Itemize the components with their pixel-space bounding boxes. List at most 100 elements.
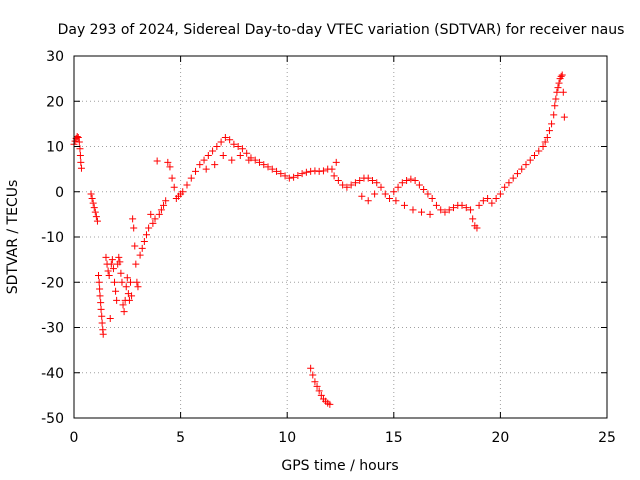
data-point [115,253,123,261]
data-point [109,265,117,273]
data-point [437,206,445,214]
data-point [539,143,547,150]
data-point [87,190,95,198]
data-point [526,156,534,164]
data-point [95,278,103,286]
data-point [386,195,394,203]
data-point [424,190,432,198]
data-point [95,271,103,279]
data-point [97,299,105,307]
data-point [394,183,402,191]
data-point [98,319,106,327]
data-point [479,197,487,205]
data-point [492,195,500,203]
data-point [441,208,449,216]
data-point [99,330,107,338]
data-point [469,215,477,223]
y-tick-label: 20 [46,94,64,110]
data-point [268,165,276,173]
data-point [557,72,565,80]
data-point [260,161,268,169]
data-point [145,224,153,232]
data-point [170,183,178,191]
data-point [358,192,366,200]
data-point [122,283,130,291]
data-point [107,260,115,268]
data-point [400,201,408,209]
data-point [77,164,85,172]
data-point [330,172,338,180]
y-tick-label: 0 [55,185,64,201]
data-point [403,176,411,184]
data-point [555,79,563,87]
grid [74,56,607,418]
data-point [155,210,163,218]
y-tick-label: -50 [41,411,64,427]
data-point [179,188,187,196]
data-point [92,213,100,221]
data-point [509,174,517,182]
data-point [116,258,124,266]
data-point [505,179,513,187]
data-point [377,183,385,191]
data-point [309,371,317,379]
data-point [407,175,415,183]
data-point [548,120,556,128]
data-point [554,84,562,92]
data-point [120,308,128,316]
data-point [552,95,560,103]
data-point [553,88,561,96]
data-point [128,292,136,300]
data-point [89,199,97,207]
y-axis-label: SDTVAR / TECUs [5,180,21,295]
data-point [328,165,336,173]
data-point [73,133,81,141]
data-point [298,170,306,178]
data-point [332,158,340,166]
data-point [311,378,319,386]
data-point [209,147,217,155]
data-point [88,195,96,203]
data-point [97,305,105,313]
data-point [217,138,225,146]
data-point [157,206,165,214]
y-tick-label: -30 [41,321,64,337]
x-tick-label: 25 [598,430,616,446]
data-point [373,179,381,187]
data-point [392,197,400,205]
data-point [106,314,114,322]
data-point [138,244,146,252]
axis-ticks: 0 5 10 15 20 25 -50 -40 -30 -20 -10 0 10 20 30 [41,49,616,446]
data-point [409,206,417,214]
data-point [277,170,285,178]
data-points [70,71,568,408]
data-point [117,269,125,277]
data-point [123,274,131,282]
data-point [473,224,481,232]
data-point [326,400,334,408]
data-point [168,174,176,182]
data-point [496,190,504,198]
data-point [541,138,549,146]
data-point [192,167,200,175]
data-point [315,387,323,395]
data-point [432,201,440,209]
data-point [251,156,259,164]
data-point [255,158,263,166]
data-point [230,140,238,148]
data-point [545,127,553,135]
data-point [531,152,539,160]
data-point [204,152,212,160]
data-point [105,271,113,279]
data-point [234,143,242,150]
data-point [96,292,104,300]
data-point [551,102,559,110]
chart-title: Day 293 of 2024, Sidereal Day-to-day VTE… [58,22,625,38]
x-tick-label: 5 [176,430,185,446]
data-point [368,176,376,184]
data-point [449,204,457,212]
data-point [219,152,227,160]
y-tick-label: -40 [41,366,64,382]
